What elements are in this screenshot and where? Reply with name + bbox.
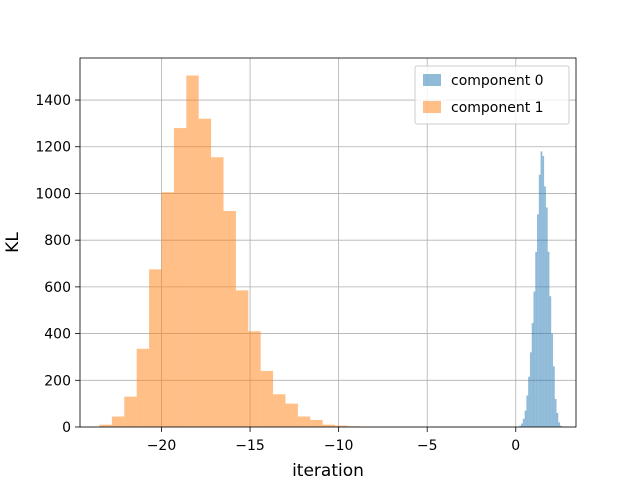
x-axis-label: iteration bbox=[292, 461, 364, 480]
series-0-bars bbox=[519, 151, 562, 427]
histogram-bar bbox=[519, 425, 522, 427]
legend-label: component 1 bbox=[451, 100, 544, 116]
histogram-bar bbox=[538, 174, 541, 427]
histogram-bar bbox=[522, 418, 525, 427]
histogram-bar bbox=[335, 425, 348, 427]
histogram-bar bbox=[537, 214, 539, 427]
histogram-bar bbox=[552, 366, 555, 427]
legend-swatch bbox=[423, 74, 441, 86]
x-tick-label: 0 bbox=[511, 438, 520, 454]
histogram-bar bbox=[531, 323, 534, 427]
histogram-bar bbox=[540, 151, 543, 427]
histogram-bar bbox=[149, 269, 162, 427]
y-tick-label: 800 bbox=[44, 233, 71, 249]
histogram-bars bbox=[99, 75, 562, 428]
y-tick-label: 0 bbox=[62, 420, 71, 436]
histogram-bar bbox=[248, 331, 261, 427]
x-tick-label: −20 bbox=[147, 438, 177, 454]
histogram-bar bbox=[521, 423, 523, 427]
histogram-bar bbox=[558, 422, 561, 427]
histogram-bar bbox=[198, 118, 212, 427]
histogram-bar bbox=[547, 251, 550, 427]
histogram-bar bbox=[524, 410, 527, 427]
histogram-bar bbox=[544, 186, 546, 427]
y-axis-ticks: 0 200 400 600 800 1000 1200 1400 bbox=[35, 93, 80, 436]
y-tick-label: 1000 bbox=[35, 186, 71, 202]
histogram-bar bbox=[297, 416, 311, 427]
y-tick-label: 1400 bbox=[35, 93, 71, 109]
plot-frame bbox=[79, 57, 577, 428]
histogram-bar bbox=[186, 75, 199, 428]
histogram-bar bbox=[273, 394, 286, 427]
histogram-bar bbox=[322, 424, 336, 427]
histogram-bar bbox=[528, 376, 530, 427]
y-tick-label: 400 bbox=[44, 327, 71, 343]
legend-swatch bbox=[423, 101, 441, 113]
histogram-bar bbox=[260, 370, 274, 427]
histogram-bar bbox=[533, 291, 536, 427]
histogram-bar bbox=[556, 412, 559, 427]
legend: component 0 component 1 bbox=[414, 65, 570, 125]
histogram-bar bbox=[310, 419, 323, 427]
histogram-bar bbox=[545, 207, 548, 427]
histogram-bar bbox=[124, 396, 137, 427]
series-1-bars bbox=[99, 75, 385, 428]
histogram-bar bbox=[551, 333, 553, 427]
histogram-bar bbox=[235, 290, 249, 427]
histogram-bar bbox=[173, 128, 187, 427]
histogram-bar bbox=[223, 210, 236, 427]
x-tick-label: −10 bbox=[324, 438, 354, 454]
x-tick-label: −15 bbox=[235, 438, 265, 454]
histogram-bar bbox=[560, 425, 562, 427]
histogram-bar bbox=[526, 395, 529, 427]
histogram-bar bbox=[99, 424, 112, 427]
histogram-bar bbox=[136, 348, 150, 427]
histogram-bar bbox=[211, 157, 224, 427]
histogram-bar bbox=[111, 416, 125, 427]
histogram-bar bbox=[529, 352, 532, 427]
histogram-bar bbox=[285, 403, 298, 427]
histogram-bar bbox=[542, 156, 545, 427]
histogram-bar bbox=[554, 398, 557, 427]
histogram-bar bbox=[549, 296, 552, 427]
legend-label: component 0 bbox=[451, 73, 544, 89]
histogram-bar bbox=[535, 251, 538, 427]
x-tick-label: −5 bbox=[417, 438, 438, 454]
y-tick-label: 200 bbox=[44, 373, 71, 389]
y-tick-label: 600 bbox=[44, 280, 71, 296]
histogram-bar bbox=[161, 192, 174, 427]
x-axis-ticks: −20 −15 −10 −5 0 bbox=[147, 427, 520, 454]
y-tick-label: 1200 bbox=[35, 140, 71, 156]
legend-box bbox=[414, 65, 570, 125]
y-axis-label: KL bbox=[3, 232, 23, 253]
